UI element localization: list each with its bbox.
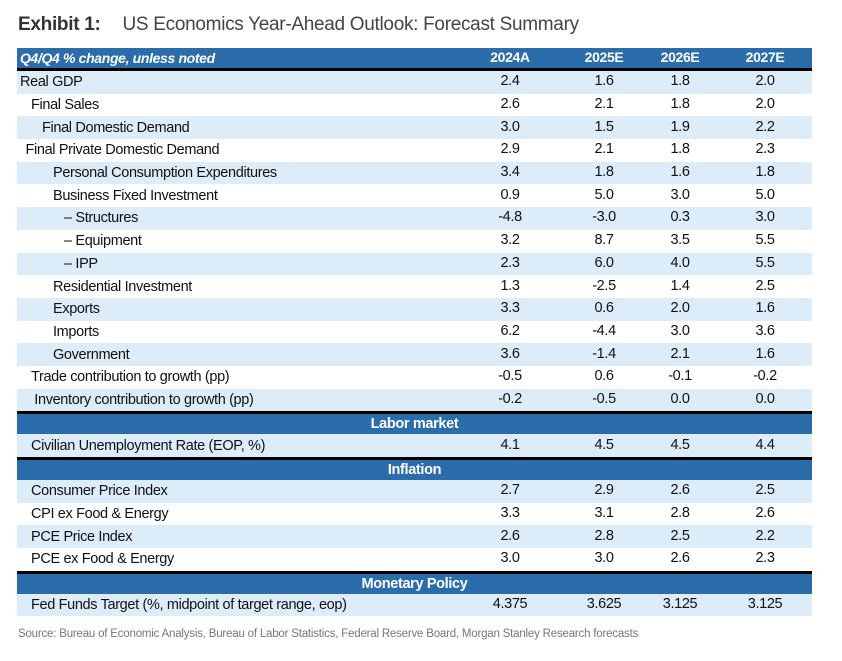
table-row: Imports 6.2 -4.4 3.0 3.6	[17, 321, 812, 344]
row-label: Civilian Unemployment Rate (EOP, %)	[31, 437, 266, 454]
row-label: Business Fixed Investment	[53, 187, 218, 204]
table-row: Government 3.6 -1.4 2.1 1.6	[17, 343, 812, 366]
table-row: PCE Price Index 2.6 2.8 2.5 2.2	[17, 525, 812, 549]
table-row: Fed Funds Target (%, midpoint of target …	[17, 593, 812, 617]
row-label: Trade contribution to growth (pp)	[31, 369, 230, 386]
row-label: Personal Consumption Expenditures	[53, 165, 277, 182]
forecast-table: Q4/Q4 % change, unless noted 2024A 2025E…	[17, 48, 812, 617]
row-label: Government	[53, 346, 130, 363]
table-row: – IPP 2.3 6.0 4.0 5.5	[17, 252, 812, 276]
source-note: Source: Bureau of Economic Analysis, Bur…	[18, 628, 639, 640]
row-label: Fed Funds Target (%, midpoint of target …	[31, 597, 347, 614]
row-label: Inventory contribution to growth (pp)	[34, 391, 254, 408]
table-row: PCE ex Food & Energy 3.0 3.0 2.6 2.3	[17, 548, 812, 571]
table-row: – Equipment 3.2 8.7 3.5 5.5	[17, 230, 812, 253]
row-label: Exports	[53, 301, 100, 318]
table-row: Final Private Domestic Demand 2.9 2.1 1.8 2.…	[17, 139, 812, 162]
section-header: Labor market	[17, 411, 812, 435]
table-row: Exports 3.3 0.6 2.0 1.6	[17, 297, 812, 321]
table-row: Final Sales 2.6 2.1 1.8 2.0	[17, 94, 812, 117]
table-row: Business Fixed Investment 0.9 5.0 3.0 5.0	[17, 184, 812, 207]
row-label: Consumer Price Index	[31, 483, 168, 500]
table-row: CPI ex Food & Energy 3.3 3.1 2.8 2.6	[17, 503, 812, 526]
section-header: Inflation	[17, 457, 812, 480]
row-label: – IPP	[64, 255, 98, 272]
header-label: Q4/Q4 % change, unless noted	[20, 50, 215, 66]
exhibit-title: Exhibit 1: US Economics Year-Ahead Outloo…	[18, 14, 579, 36]
table-row: Inventory contribution to growth (pp) -0.…	[17, 388, 812, 412]
table-header: Q4/Q4 % change, unless noted 2024A 2025E…	[17, 48, 812, 71]
table-row: Residential Investment 1.3 -2.5 1.4 2.5	[17, 275, 812, 298]
table-row: Final Domestic Demand 3.0 1.5 1.9 2.2	[17, 116, 812, 140]
table-row: Personal Consumption Expenditures 3.4 1.8 1…	[17, 161, 812, 185]
table-row: – Structures -4.8 -3.0 0.3 3.0	[17, 207, 812, 230]
row-label: Real GDP	[20, 74, 83, 91]
row-label: Imports	[53, 323, 99, 340]
row-label: Final Sales	[31, 97, 99, 114]
row-label: Final Domestic Demand	[42, 119, 190, 136]
table-row: Consumer Price Index 2.7 2.9 2.6 2.5	[17, 480, 812, 503]
exhibit-number: Exhibit 1:	[18, 14, 101, 35]
section-header: Monetary Policy	[17, 570, 812, 594]
row-label: Final Private Domestic Demand	[25, 142, 220, 159]
table-row: Civilian Unemployment Rate (EOP, %) 4.1 4.…	[17, 434, 812, 457]
row-label: PCE ex Food & Energy	[31, 551, 174, 568]
table-row: Real GDP 2.4 1.6 1.8 2.0	[17, 71, 812, 94]
row-label: CPI ex Food & Energy	[31, 506, 169, 523]
row-label: Residential Investment	[53, 278, 192, 295]
row-label: – Structures	[64, 210, 138, 227]
row-label: – Equipment	[64, 233, 142, 250]
exhibit-heading: US Economics Year-Ahead Outlook: Forecas…	[122, 14, 580, 35]
table-row: Trade contribution to growth (pp) -0.5 0.6…	[17, 366, 812, 389]
row-label: PCE Price Index	[31, 528, 133, 545]
